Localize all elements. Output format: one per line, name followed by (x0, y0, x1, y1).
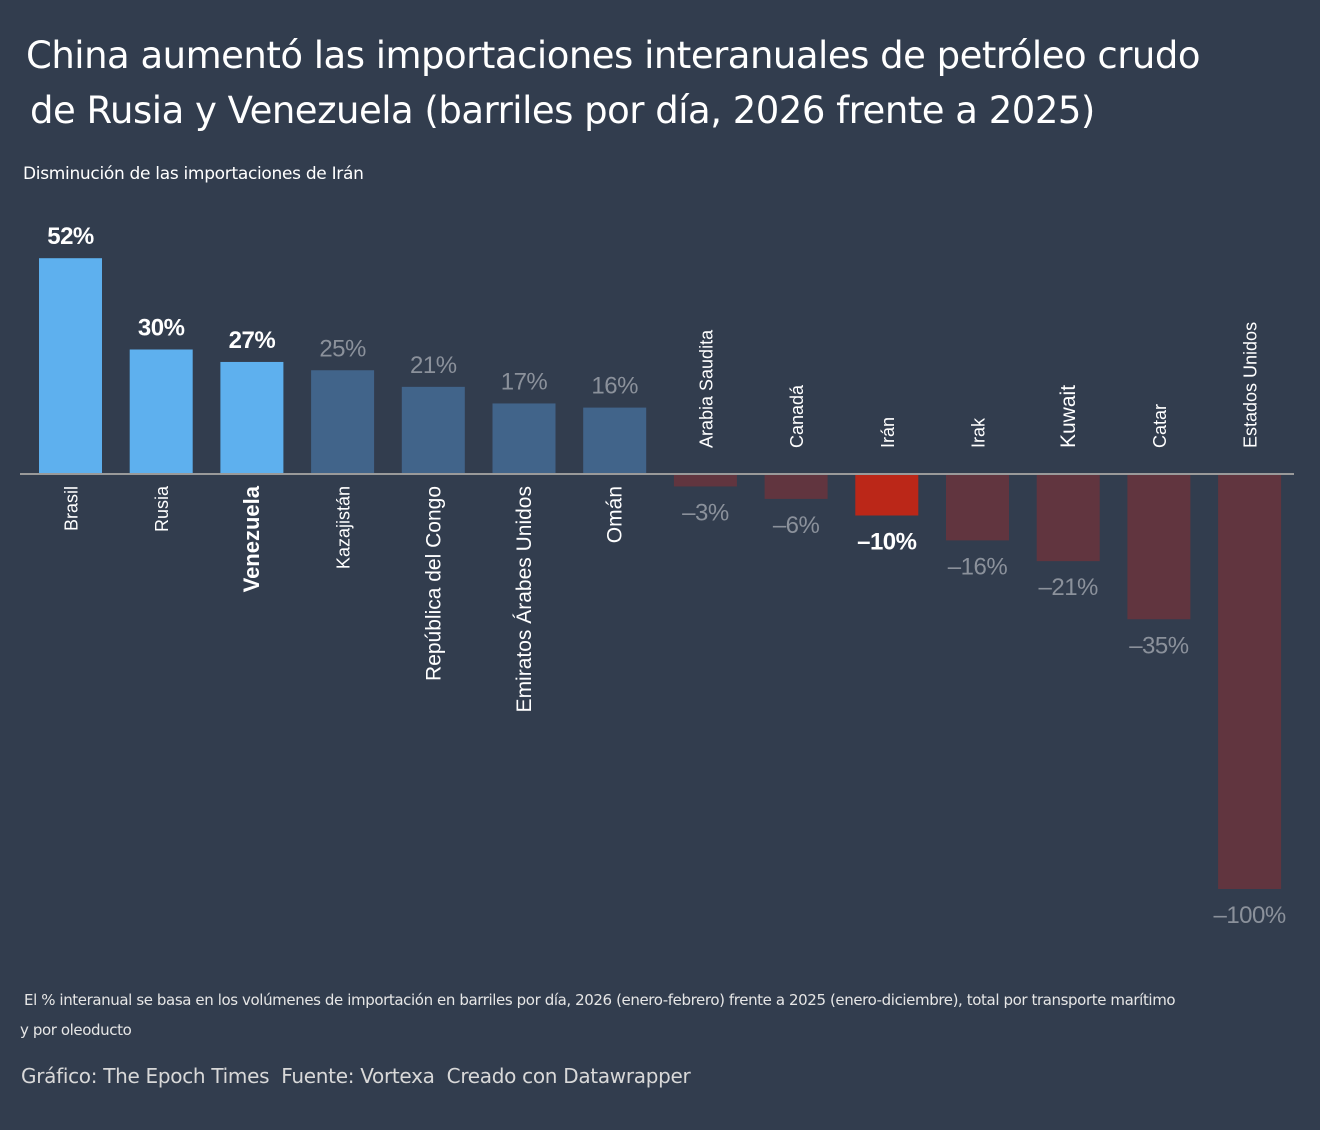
value-label-kuwait: –21% (1039, 574, 1099, 601)
category-label-irak: Irak (969, 417, 989, 448)
bar-brasil (39, 258, 102, 474)
category-label-kazajistan: Kazajistán (334, 486, 354, 569)
category-label-estados-unidos: Estados Unidos (1241, 322, 1261, 448)
value-label-brasil: 52% (47, 223, 94, 250)
chart-title-line-2: de Rusia y Venezuela (barriles por día, … (30, 89, 1095, 132)
category-label-kuwait: Kuwait (1057, 385, 1080, 448)
bar-chart: 52% Brasil 30% Rusia 27% Venezuela 25% Kazajist… (20, 223, 1294, 929)
value-label-arabia-saudita: –3% (682, 499, 729, 526)
value-label-irak: –16% (948, 553, 1008, 580)
chart-credits: Gráfico: The Epoch Times Fuente: Vortexa… (21, 1064, 696, 1088)
value-label-emiratos-arabes-unidos: 17% (501, 368, 548, 395)
bar-canada (764, 474, 828, 499)
category-label-catar: Catar (1150, 404, 1170, 448)
bar-kazajistan (311, 370, 375, 474)
category-label-emiratos-arabes-unidos: Emiratos Árabes Unidos (513, 486, 536, 712)
chart-note-line-2: y por oleoducto (20, 1021, 132, 1039)
credit-source: Fuente: Vortexa (281, 1064, 435, 1088)
chart-note: El % interanual se basa en los volúmenes… (20, 985, 1280, 1045)
category-label-arabia-saudita: Arabia Saudita (696, 329, 716, 448)
credit-chart: Gráfico: The Epoch Times (21, 1064, 270, 1088)
category-label-republica-del-congo: República del Congo (422, 486, 445, 681)
bar-venezuela (220, 361, 284, 474)
bar-estados-unidos (1218, 474, 1282, 889)
category-label-oman: Omán (604, 486, 627, 543)
bar-arabia-saudita (673, 474, 737, 487)
bar-irak (946, 474, 1009, 541)
bar-oman (583, 407, 647, 474)
bar-kuwait (1036, 474, 1100, 562)
credit-tool: Creado con Datawrapper (446, 1064, 691, 1088)
category-label-canada: Canadá (787, 384, 807, 448)
chart-title-line-1: China aumentó las importaciones interanu… (26, 34, 1201, 77)
value-label-venezuela: 27% (229, 327, 276, 354)
category-label-venezuela: Venezuela (239, 485, 264, 592)
bar-republica-del-congo (401, 386, 465, 474)
bar-iran (855, 474, 919, 516)
category-label-iran: Irán (878, 417, 898, 448)
value-label-kazajistan: 25% (319, 335, 366, 362)
value-label-canada: –6% (773, 512, 820, 539)
bar-catar (1127, 474, 1191, 620)
category-label-brasil: Brasil (62, 486, 82, 531)
chart-subtitle: Disminución de las importaciones de Irán (23, 164, 364, 184)
value-label-estados-unidos: –100% (1213, 902, 1285, 929)
value-label-republica-del-congo: 21% (410, 352, 457, 379)
chart-title: China aumentó las importaciones interanu… (26, 28, 1296, 138)
chart-note-line-1: El % interanual se basa en los volúmenes… (24, 991, 1176, 1009)
category-label-rusia: Rusia (152, 485, 172, 532)
value-label-iran: –10% (857, 529, 917, 556)
value-label-rusia: 30% (138, 315, 185, 342)
bar-emiratos-arabes-unidos (492, 403, 556, 474)
value-label-catar: –35% (1129, 632, 1189, 659)
bar-rusia (129, 349, 193, 474)
value-label-oman: 16% (591, 373, 638, 400)
